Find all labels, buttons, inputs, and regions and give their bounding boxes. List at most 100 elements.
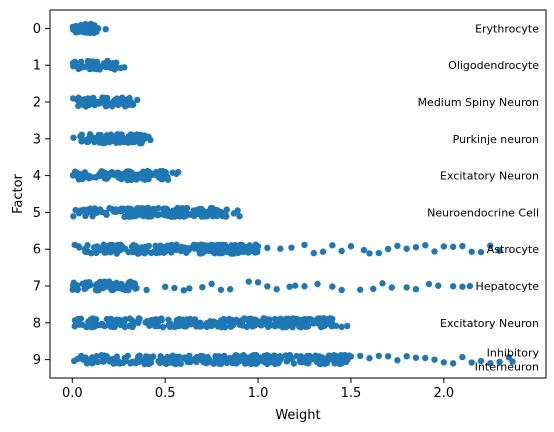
data-point: [115, 101, 122, 109]
data-point: [98, 320, 106, 328]
data-point: [119, 94, 126, 101]
data-point: [220, 352, 228, 360]
data-point: [91, 101, 98, 109]
data-point: [72, 317, 79, 325]
data-point: [103, 96, 110, 103]
data-point: [286, 354, 293, 361]
data-point: [105, 278, 113, 285]
data-point: [228, 250, 236, 257]
data-point: [227, 323, 234, 330]
data-point: [151, 320, 158, 327]
data-point: [105, 173, 112, 180]
data-point: [69, 95, 77, 102]
data-point: [113, 250, 120, 257]
data-point: [70, 357, 78, 365]
data-point: [122, 169, 129, 177]
outlier-point: [440, 243, 448, 250]
data-point: [126, 94, 133, 102]
factor-annotation: Purkinje neuron: [453, 133, 539, 146]
data-point: [154, 172, 161, 179]
data-point: [112, 96, 120, 103]
data-point: [155, 317, 163, 324]
data-point: [84, 248, 91, 255]
outlier-point: [431, 248, 438, 255]
data-point: [122, 245, 129, 252]
outlier-point: [217, 286, 225, 293]
outlier-point: [286, 283, 293, 290]
data-point: [122, 286, 129, 294]
data-point: [316, 354, 323, 362]
y-tick-label: 4: [33, 169, 41, 184]
outlier-point: [264, 283, 271, 290]
data-point: [89, 134, 96, 141]
outlier-point: [459, 242, 466, 250]
data-point: [119, 319, 126, 327]
data-point: [133, 358, 140, 365]
data-point: [138, 204, 145, 212]
data-point: [75, 65, 82, 73]
data-point: [103, 315, 111, 323]
data-point: [179, 322, 186, 329]
factor-annotation: Hepatocyte: [476, 280, 540, 293]
data-point: [163, 212, 170, 219]
outlier-point: [466, 282, 474, 290]
outlier-point: [403, 284, 410, 291]
data-point: [74, 282, 81, 290]
data-point: [93, 63, 100, 70]
data-point: [225, 315, 233, 323]
data-point: [105, 62, 113, 70]
data-point: [250, 353, 257, 360]
y-tick-label: 5: [33, 206, 41, 221]
data-point: [100, 60, 108, 67]
outlier-point: [477, 357, 485, 365]
data-point: [77, 27, 84, 35]
outlier-point: [301, 241, 308, 249]
data-point: [185, 319, 193, 327]
data-point: [160, 358, 167, 366]
outlier-point: [431, 356, 438, 363]
data-point: [81, 24, 89, 31]
data-point: [231, 319, 238, 326]
data-point: [87, 281, 94, 289]
data-point: [114, 242, 122, 250]
outlier-point: [254, 279, 262, 286]
data-point: [342, 353, 349, 361]
data-point: [221, 213, 229, 220]
outlier-point: [226, 286, 234, 293]
outlier-point: [505, 354, 513, 361]
data-point: [145, 175, 152, 183]
data-point: [98, 168, 105, 175]
data-point: [125, 175, 132, 182]
data-point: [238, 355, 246, 362]
outlier-point: [496, 247, 503, 254]
outlier-point: [449, 360, 457, 367]
data-point: [180, 213, 188, 220]
data-point: [110, 360, 117, 367]
outlier-point: [422, 354, 429, 362]
data-point: [157, 353, 164, 360]
outlier-point: [375, 249, 383, 257]
points-layer: [69, 20, 516, 368]
outlier-point: [440, 359, 448, 366]
data-point: [252, 360, 260, 368]
data-point: [145, 354, 153, 361]
data-point: [299, 356, 306, 363]
y-axis-label: Factor: [11, 173, 26, 213]
outlier-point: [314, 280, 321, 288]
data-point: [336, 359, 343, 366]
data-point: [94, 358, 102, 366]
y-tick-label: 2: [33, 96, 41, 111]
outlier-point: [487, 242, 494, 249]
data-point: [203, 242, 210, 249]
data-point: [113, 318, 121, 326]
data-point: [154, 211, 161, 219]
data-point: [273, 356, 281, 364]
outlier-point: [319, 248, 327, 255]
data-point: [140, 170, 147, 177]
data-point: [98, 133, 106, 141]
outlier-point: [143, 286, 150, 294]
data-point: [140, 212, 147, 220]
data-point: [328, 316, 335, 323]
data-point: [81, 96, 88, 103]
outlier-point: [332, 322, 340, 330]
